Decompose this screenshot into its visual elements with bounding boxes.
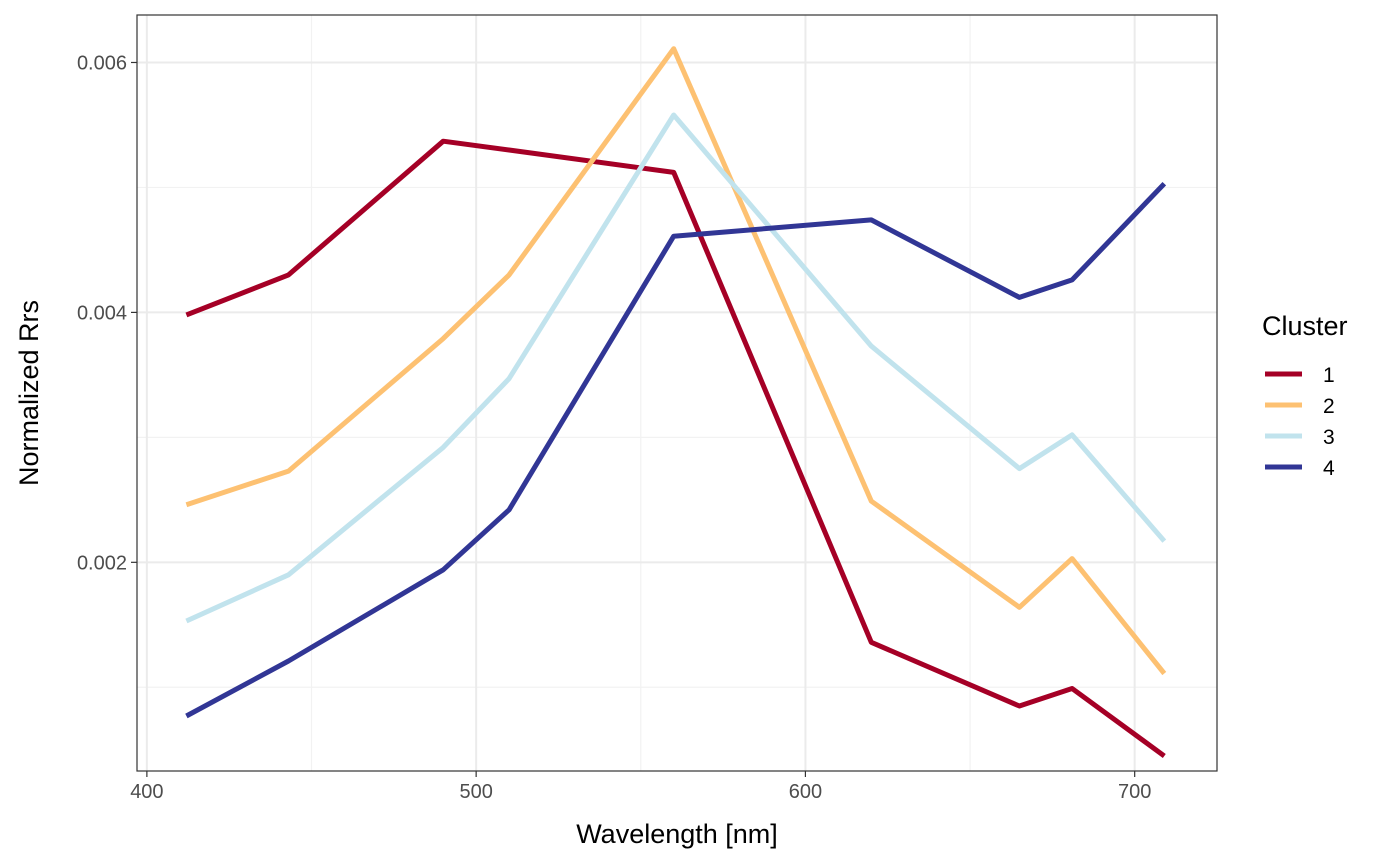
series-line-4 bbox=[185, 181, 1167, 719]
y-axis-title: Normalized Rrs bbox=[14, 300, 44, 486]
minor-gridlines bbox=[137, 15, 1217, 771]
x-tick-label: 500 bbox=[459, 781, 492, 803]
series-line-2 bbox=[185, 46, 1167, 676]
y-tick-label: 0.004 bbox=[77, 302, 127, 324]
x-tick-label: 600 bbox=[789, 781, 822, 803]
y-axis-ticks: 0.002 0.004 0.006 bbox=[77, 52, 137, 574]
legend-label-4: 4 bbox=[1323, 457, 1335, 480]
legend-label-3: 3 bbox=[1323, 426, 1335, 449]
series-lines bbox=[185, 46, 1167, 759]
x-axis-ticks: 400 500 600 700 bbox=[130, 771, 1151, 803]
x-tick-label: 400 bbox=[130, 781, 163, 803]
series-line-3 bbox=[185, 112, 1167, 624]
legend-title: Cluster bbox=[1262, 311, 1348, 341]
y-tick-label: 0.002 bbox=[77, 552, 127, 574]
x-axis-title: Wavelength [nm] bbox=[576, 819, 778, 849]
legend: Cluster 1 2 3 4 bbox=[1262, 311, 1348, 480]
legend-label-1: 1 bbox=[1323, 364, 1335, 387]
plot-panel-border bbox=[136, 14, 1218, 772]
series-line-1 bbox=[185, 138, 1166, 759]
x-tick-label: 700 bbox=[1118, 781, 1151, 803]
legend-label-2: 2 bbox=[1323, 395, 1335, 418]
y-tick-label: 0.006 bbox=[77, 52, 127, 74]
